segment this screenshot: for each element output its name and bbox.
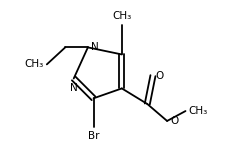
Text: N: N (91, 42, 99, 52)
Text: O: O (156, 71, 164, 81)
Text: CH₃: CH₃ (188, 106, 208, 116)
Text: Br: Br (88, 131, 99, 141)
Text: O: O (170, 116, 178, 126)
Text: CH₃: CH₃ (112, 11, 131, 20)
Text: CH₃: CH₃ (25, 59, 44, 69)
Text: N: N (70, 83, 78, 93)
